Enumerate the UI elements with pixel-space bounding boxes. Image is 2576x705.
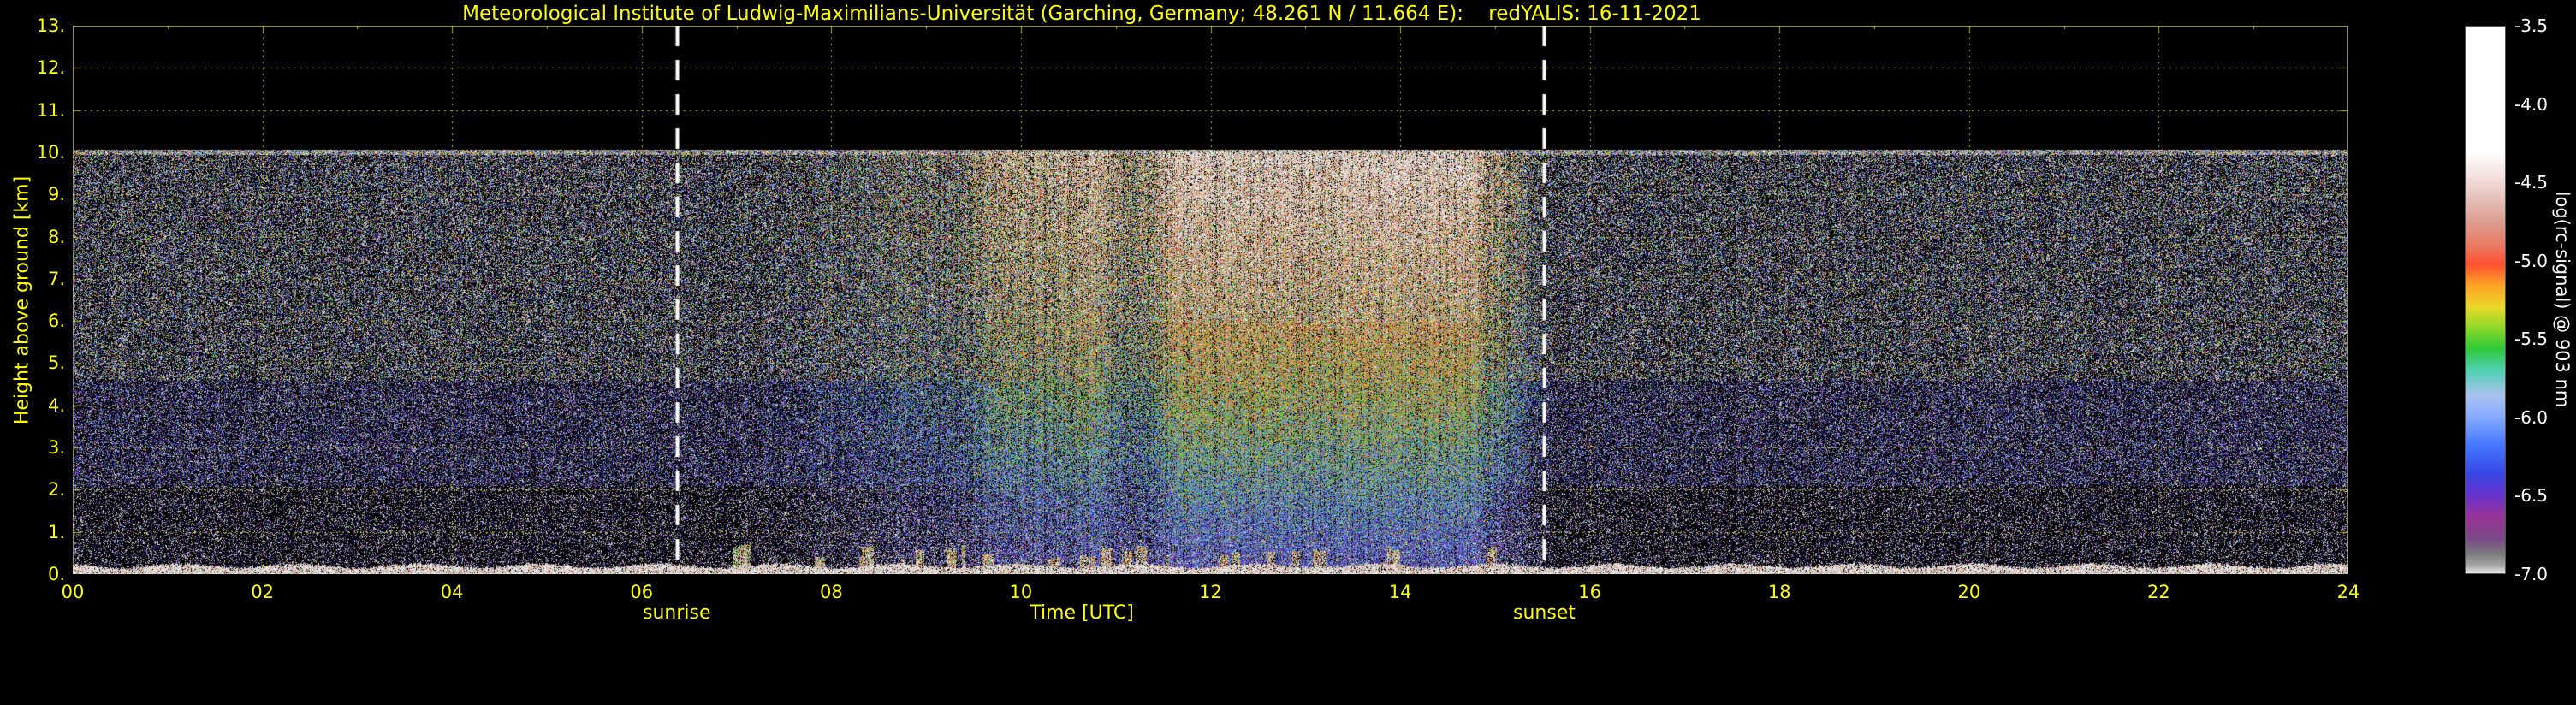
x-tick-label: 10 <box>1009 582 1033 602</box>
colorbar-tick-label: -6.5 <box>2514 485 2549 507</box>
x-tick-label: 12 <box>1199 582 1222 602</box>
colorbar-tick-label: -4.5 <box>2514 172 2549 193</box>
y-tick-label: 13. <box>36 15 65 36</box>
x-tick-label: 06 <box>630 582 654 602</box>
x-tick-label: 24 <box>2336 582 2360 602</box>
y-tick-label: 10. <box>36 141 65 163</box>
x-tick-label: 02 <box>251 582 274 602</box>
colorbar-tick-label: -3.5 <box>2514 15 2549 36</box>
colorbar-label: log(rc-signal) @ 903 nm <box>2552 191 2573 408</box>
y-tick-label: 12. <box>36 57 65 79</box>
x-tick-label: 18 <box>1767 582 1791 602</box>
x-tick-label: 20 <box>1957 582 1981 602</box>
y-tick-label: 8. <box>47 226 65 247</box>
x-tick-label: 16 <box>1578 582 1602 602</box>
sunrise-label: sunrise <box>642 602 711 624</box>
y-tick-label: 1. <box>47 521 65 542</box>
y-tick-label: 7. <box>47 268 65 289</box>
colorbar-tick-label: -4.0 <box>2514 93 2549 115</box>
sunset-label: sunset <box>1512 602 1576 624</box>
y-tick-label: 2. <box>47 479 65 501</box>
y-tick-label: 4. <box>47 394 65 416</box>
x-tick-label: 14 <box>1388 582 1412 602</box>
colorbar-tick-label: -7.0 <box>2514 564 2549 584</box>
x-tick-label: 00 <box>61 582 85 602</box>
y-tick-label: 9. <box>47 184 65 205</box>
x-tick-label: 08 <box>819 582 843 602</box>
y-tick-label: 11. <box>36 99 65 121</box>
plot-title: Meteorological Institute of Ludwig-Maxim… <box>462 3 1701 25</box>
colorbar-tick-label: -5.0 <box>2514 250 2549 271</box>
y-tick-label: 0. <box>47 564 65 584</box>
x-tick-label: 04 <box>440 582 464 602</box>
x-tick-label: 22 <box>2147 582 2170 602</box>
y-tick-label: 6. <box>47 311 65 332</box>
heatmap-canvas <box>73 26 2348 574</box>
y-tick-label: 3. <box>47 437 65 459</box>
colorbar <box>2465 26 2506 574</box>
colorbar-tick-label: -5.5 <box>2514 329 2549 350</box>
y-tick-label: 5. <box>47 352 65 374</box>
colorbar-tick-label: -6.0 <box>2514 406 2549 428</box>
x-axis-label: Time [UTC] <box>1030 602 1134 624</box>
y-axis-label: Height above ground [km] <box>11 175 33 425</box>
